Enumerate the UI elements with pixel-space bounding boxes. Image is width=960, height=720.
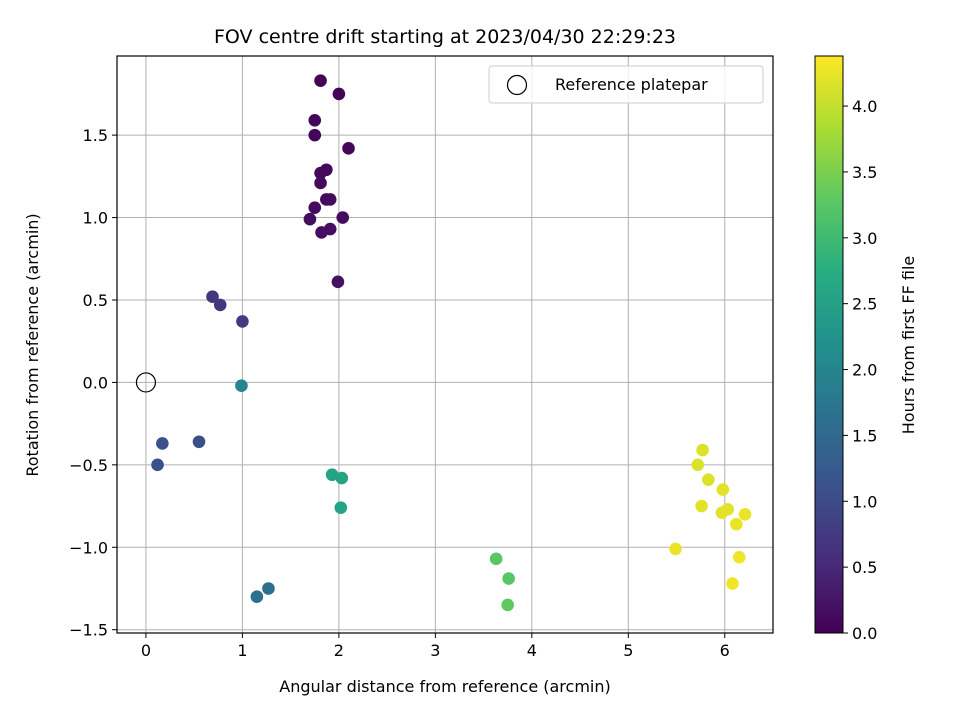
legend: Reference platepar <box>488 65 764 104</box>
colorbar-label: Hours from first FF file <box>899 256 918 435</box>
reference-point <box>135 372 157 393</box>
data-point <box>325 468 339 482</box>
data-point <box>323 193 337 206</box>
data-point <box>716 483 730 496</box>
data-point <box>715 506 729 519</box>
y-tick-label: −1.0 <box>69 538 108 557</box>
colorbar-tick-label: 0.5 <box>852 558 877 577</box>
colorbar-tick-label: 3.0 <box>852 229 877 248</box>
y-tick-label: −1.5 <box>69 621 108 640</box>
plot-frame <box>116 55 774 634</box>
colorbar-tick-label: 2.0 <box>852 361 877 380</box>
legend-marker <box>506 74 528 96</box>
data-point <box>262 582 275 595</box>
colorbar-tick-label: 1.0 <box>852 492 877 511</box>
x-tick-label: 0 <box>141 641 151 660</box>
data-point <box>206 290 219 303</box>
data-point <box>702 473 715 486</box>
data-point <box>308 113 322 127</box>
grid <box>117 56 773 633</box>
y-tick-label: 1.0 <box>83 209 108 228</box>
data-point <box>501 598 515 612</box>
x-tick-label: 4 <box>527 641 537 660</box>
plot-area <box>117 56 773 633</box>
data-point <box>303 212 317 226</box>
x-tick-label: 1 <box>237 641 247 660</box>
data-point <box>151 458 164 472</box>
x-tick-label: 6 <box>720 641 730 660</box>
data-point <box>192 435 206 449</box>
x-tick-label: 5 <box>623 641 633 660</box>
colorbar-tick-label: 1.5 <box>852 426 877 445</box>
colorbar-tick-label: 3.5 <box>852 163 877 182</box>
data-point <box>738 508 752 521</box>
data-point <box>730 517 743 531</box>
x-tick-label: 3 <box>430 641 440 660</box>
colorbar-ticks: 0.0 0.5 1.0 1.5 2.0 2.5 3.0 3.5 4.0 <box>843 97 877 643</box>
colorbar-frame <box>814 55 844 634</box>
data-point <box>236 315 249 328</box>
data-point <box>335 471 349 485</box>
data-point <box>332 87 346 101</box>
colorbar-tick-label: 0.0 <box>852 624 877 643</box>
legend-box <box>488 65 764 104</box>
data-point <box>314 166 327 180</box>
scatter-points <box>151 74 752 612</box>
data-point <box>342 142 355 155</box>
colorbar-tick-label: 2.5 <box>852 295 877 314</box>
y-tick-label: 0.5 <box>83 291 108 310</box>
data-point <box>308 128 322 142</box>
y-tick-label: −0.5 <box>69 456 108 475</box>
data-point <box>314 176 327 190</box>
data-point <box>331 275 345 289</box>
x-tick-label: 2 <box>334 641 344 660</box>
data-point <box>696 443 709 457</box>
colorbar-tick-label: 4.0 <box>852 97 877 116</box>
data-point <box>669 542 682 556</box>
data-point <box>235 379 248 393</box>
reference-marker <box>135 372 157 393</box>
y-axis-label: Rotation from reference (arcmin) <box>23 213 42 476</box>
data-point <box>156 437 169 450</box>
colorbar: 0.0 0.5 1.0 1.5 2.0 2.5 3.0 3.5 4.0 Hours from f… <box>814 55 918 643</box>
colorbar-gradient <box>815 56 843 633</box>
data-point <box>695 499 708 513</box>
data-point <box>732 550 746 564</box>
data-point <box>489 552 503 566</box>
data-point <box>250 590 264 604</box>
data-point <box>323 222 337 236</box>
y-axis: −1.5 −1.0 −0.5 0.0 0.5 1.0 1.5 <box>69 126 117 640</box>
y-tick-label: 0.0 <box>83 373 108 392</box>
data-point <box>213 298 227 312</box>
data-point <box>314 74 327 88</box>
x-axis-label: Angular distance from reference (arcmin) <box>279 677 610 696</box>
data-point <box>502 572 515 585</box>
legend-entry: Reference platepar <box>555 75 708 94</box>
data-point <box>334 501 348 515</box>
data-point <box>726 577 739 590</box>
data-point <box>336 211 350 224</box>
data-point <box>308 201 322 214</box>
chart-title: FOV centre drift starting at 2023/04/30 … <box>214 26 676 48</box>
y-tick-label: 1.5 <box>83 126 108 145</box>
data-point <box>691 458 705 472</box>
x-axis: 0 1 2 3 4 5 6 <box>141 633 730 660</box>
